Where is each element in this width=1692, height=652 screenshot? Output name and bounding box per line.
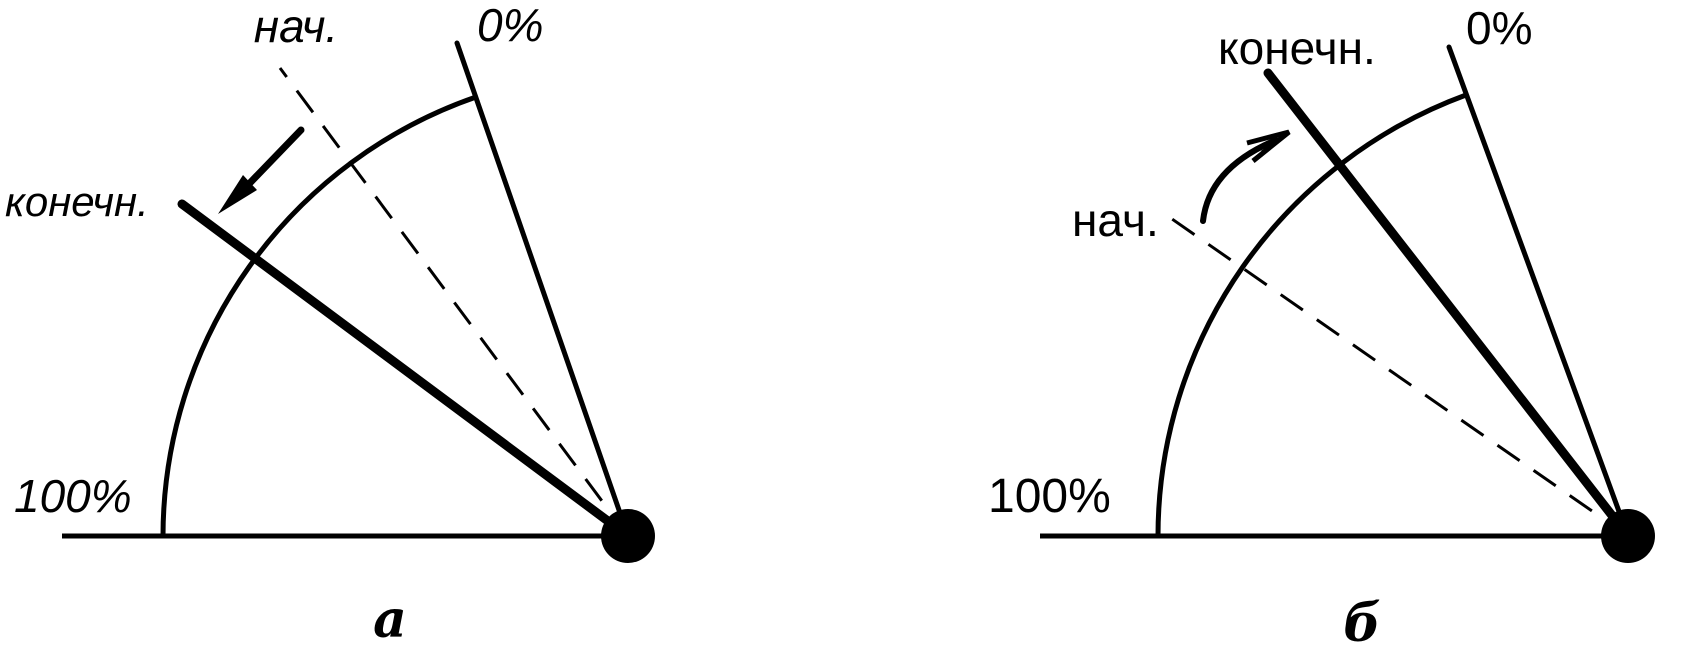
- zero-percent-line: [1446, 44, 1631, 539]
- pivot-dot: [601, 509, 655, 563]
- zero-percent-line: [454, 40, 631, 539]
- panel-caption: а: [373, 589, 407, 650]
- direction-arrow-shaft: [1200, 137, 1279, 224]
- start-needle-dashed: [1171, 217, 1629, 538]
- pivot-dot: [1601, 509, 1655, 563]
- label-start: нач.: [1072, 194, 1159, 246]
- start-needle-dashed: [278, 67, 630, 537]
- panel-a: нач. 0% конечн. 100% а: [5, 0, 655, 650]
- scale-arc: [160, 94, 477, 537]
- label-hundred: 100%: [988, 470, 1111, 523]
- label-end: конечн.: [5, 178, 149, 225]
- scale-arc: [1155, 92, 1467, 537]
- end-needle: [177, 199, 633, 541]
- label-hundred: 100%: [14, 470, 132, 522]
- label-end: конечн.: [1218, 22, 1376, 74]
- direction-arrow-head-inner: [1261, 135, 1283, 154]
- direction-arrow-head-icon: [218, 175, 257, 214]
- label-zero: 0%: [477, 0, 543, 51]
- label-zero: 0%: [1466, 2, 1532, 54]
- panel-caption: б: [1343, 593, 1381, 652]
- panel-b: конечн. 0% нач. 100% б: [988, 2, 1655, 652]
- end-needle: [1263, 68, 1633, 541]
- direction-arrow-shaft: [243, 126, 305, 190]
- label-start: нач.: [254, 0, 338, 52]
